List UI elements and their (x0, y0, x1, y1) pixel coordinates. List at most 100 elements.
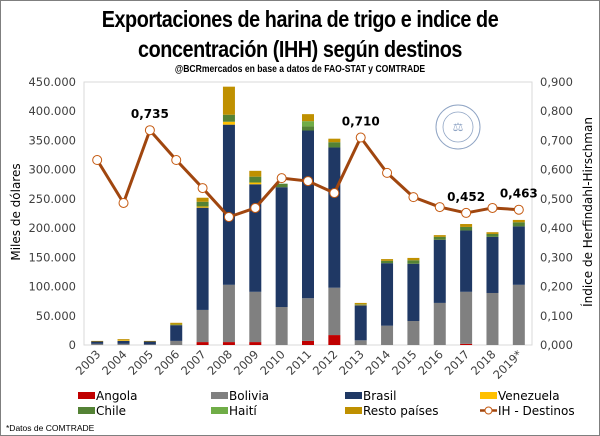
bar-segment-resto-pa-ses (196, 197, 209, 202)
bar-segment-brasil (512, 226, 525, 285)
watermark-outer-ring (435, 104, 481, 150)
x-tick-label: 2019* (490, 347, 525, 382)
bar-segment-brasil (354, 305, 367, 341)
bar-segment-chile (249, 176, 262, 183)
bar-segment-chile (302, 126, 314, 131)
ihh-line (92, 125, 524, 223)
bar-segment-bolivia (143, 344, 156, 345)
x-tick-label: 2004 (99, 347, 130, 378)
bar-segment-venezuela (170, 324, 183, 326)
watermark-logo: ⚖ (435, 104, 481, 150)
bar-segment-chile (196, 201, 209, 207)
bar-segment-brasil (249, 184, 262, 292)
bar-segment-bolivia (381, 325, 394, 345)
x-tick-label: 2006 (152, 347, 183, 378)
y-tick-label: 200.000 (28, 221, 76, 235)
y2-tick-label: 0,000 (540, 338, 573, 352)
x-tick-label: 2011 (284, 347, 315, 378)
bar-segment-resto-pa-ses (302, 114, 314, 122)
x-tick-label: 2010 (257, 347, 288, 378)
legend-item: Resto países (345, 404, 439, 418)
bar-segment-bolivia (407, 321, 420, 345)
legend-item: Brasil (345, 389, 396, 403)
ihh-marker (461, 207, 472, 218)
y-axis-left: 0 50.000 100.000 150.000 200.000 250.000 300.0… (28, 75, 76, 352)
y2-tick-label: 0,700 (540, 133, 573, 147)
bar-segment-chile (275, 183, 288, 188)
ihh-marker (513, 204, 524, 215)
bar-segment-brasil (196, 207, 209, 310)
ihh-marker (118, 197, 129, 208)
x-tick-label: 2013 (336, 347, 367, 378)
legend-label: Resto países (363, 404, 439, 418)
ihh-marker (250, 202, 261, 213)
ihh-marker (197, 183, 208, 194)
bar-segment-bolivia (117, 343, 130, 345)
legend-item: Chile (78, 404, 126, 418)
x-tick-label: 2008 (204, 347, 235, 378)
bar-segment-chile (222, 114, 235, 122)
ihh-marker (171, 155, 182, 166)
y-axis-right: 0,000 0,100 0,200 0,300 0,400 0,500 0,600 0,700… (540, 75, 573, 352)
y2-tick-label: 0,500 (540, 192, 573, 206)
bar-segment-bolivia (275, 307, 288, 345)
legend-swatch (78, 392, 95, 399)
bar-segment-bolivia (302, 298, 314, 341)
ihh-marker (382, 167, 393, 178)
y2-tick-label: 0,100 (540, 309, 573, 323)
bar-segment-angola (249, 342, 262, 345)
y-tick-label: 50.000 (36, 309, 76, 323)
watermark-inner-ring (442, 111, 474, 143)
x-tick-label: 2005 (125, 347, 156, 378)
bar-segment-chile (381, 260, 394, 264)
bar-segment-bolivia (460, 291, 473, 344)
bar-segment-angola (328, 335, 341, 345)
bar-segment-bolivia (170, 340, 183, 345)
ihh-marker (329, 188, 340, 199)
legend-swatch (78, 407, 95, 414)
bar-segment-chile (486, 233, 499, 237)
bar-segment-resto-pa-ses (354, 302, 367, 305)
x-tick-label: 2007 (178, 347, 209, 378)
bar-segment-brasil (433, 239, 446, 303)
watermark-scales-icon: ⚖ (453, 120, 464, 134)
bar-segment-venezuela (196, 206, 209, 208)
legend-swatch (211, 392, 228, 399)
bar-segment-brasil (91, 341, 104, 344)
x-tick-label: 2016 (415, 347, 446, 378)
bar-segment-brasil (117, 340, 130, 344)
bar-segment-bolivia (354, 340, 367, 345)
bar-segment-resto-pa-ses (512, 219, 525, 223)
y-tick-label: 400.000 (28, 104, 76, 118)
ihh-marker (92, 155, 103, 166)
ihh-data-label: 0,463 (500, 187, 538, 201)
bar-segment-chile (328, 142, 341, 148)
bar-segment-resto-pa-ses (117, 339, 130, 341)
ihh-marker (303, 176, 313, 187)
bar-segment-venezuela (222, 121, 235, 125)
y-tick-label: 350.000 (28, 133, 76, 147)
bar-segment-brasil (170, 325, 183, 341)
y2-tick-label: 0,300 (540, 250, 573, 264)
y-tick-label: 100.000 (28, 280, 76, 294)
legend-label: Brasil (363, 389, 396, 403)
ihh-marker (276, 173, 287, 184)
ihh-data-label: 0,735 (131, 107, 169, 121)
x-tick-label: 2009 (231, 347, 262, 378)
bar-segment-resto-pa-ses (143, 340, 156, 342)
bar-segment-resto-pa-ses (407, 257, 420, 261)
bar-segment-chile (407, 260, 420, 264)
bar-segment-bolivia (196, 309, 209, 343)
bar-segment-resto-pa-ses (249, 170, 262, 177)
bar-segment-brasil (302, 130, 314, 299)
bars (91, 86, 525, 345)
bar-segment-angola (196, 342, 209, 345)
bar-segment-resto-pa-ses (460, 224, 473, 227)
y-axis-title: Miles de dólares (9, 163, 23, 260)
bar-segment-resto-pa-ses (170, 322, 183, 324)
legend-item: Angola (78, 389, 137, 403)
bar-segment-angola (460, 343, 473, 345)
legend-item: Venezuela (480, 389, 560, 403)
bar-segment-bolivia (91, 343, 104, 345)
